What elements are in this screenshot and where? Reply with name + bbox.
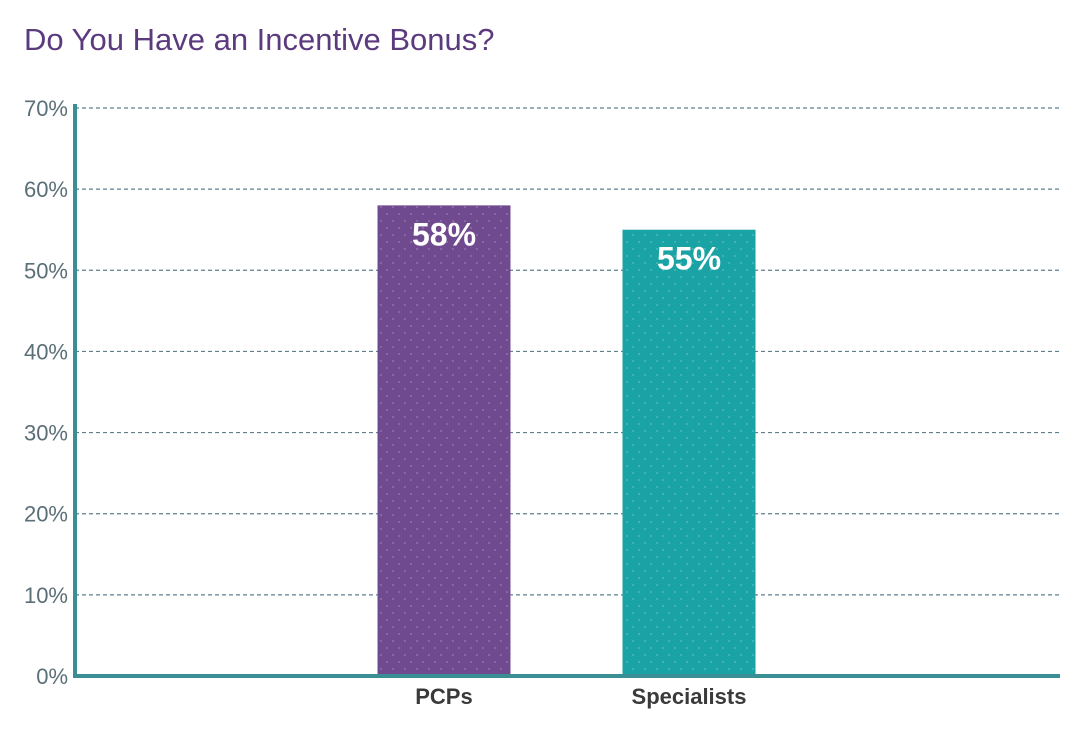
y-tick-label: 10% [24,583,68,608]
y-tick-label: 40% [24,339,68,364]
axes [73,104,1060,678]
y-tick-label: 30% [24,421,68,446]
bar-texture [622,229,756,676]
y-axis-ticks: 0% 10% 20% 30% 40% 50% 60% 70% [24,96,68,689]
y-tick-label: 70% [24,96,68,121]
y-tick-label: 60% [24,177,68,202]
chart-title: Do You Have an Incentive Bonus? [24,22,495,57]
bars: 58% 55% [377,205,756,676]
y-tick-label: 0% [36,664,68,689]
x-category-label: Specialists [632,684,747,709]
bar-value-label: 58% [412,216,476,252]
bar-value-label: 55% [657,241,721,277]
x-axis-categories: PCPs Specialists [415,684,746,709]
x-category-label: PCPs [415,684,472,709]
y-tick-label: 20% [24,502,68,527]
y-tick-label: 50% [24,258,68,283]
grid-lines [75,107,1060,596]
bar-texture [377,205,511,676]
